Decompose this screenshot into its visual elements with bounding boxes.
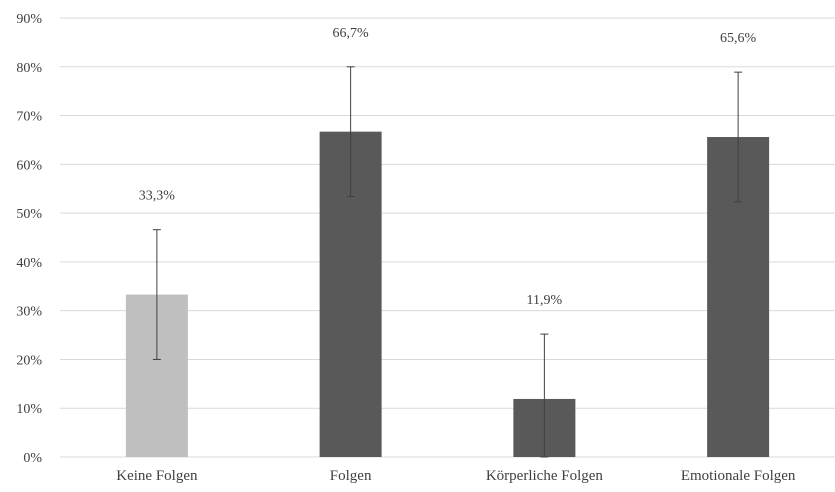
y-tick-label: 10% bbox=[16, 402, 42, 417]
data-label: 66,7% bbox=[333, 26, 370, 41]
y-tick-label: 50% bbox=[16, 207, 42, 222]
y-tick-label: 0% bbox=[23, 451, 42, 466]
x-category-label: Keine Folgen bbox=[116, 468, 198, 484]
y-tick-label: 20% bbox=[16, 353, 42, 368]
data-label: 33,3% bbox=[139, 189, 176, 204]
y-tick-label: 70% bbox=[16, 110, 42, 125]
error-bar bbox=[152, 229, 161, 360]
x-category-label: Körperliche Folgen bbox=[486, 468, 604, 484]
error-bar bbox=[540, 333, 549, 458]
error-bar bbox=[734, 71, 743, 203]
x-axis-category-labels: Keine Folgen Folgen Körperliche Folgen Emot… bbox=[116, 468, 796, 484]
x-category-label: Emotionale Folgen bbox=[681, 468, 796, 484]
y-tick-label: 80% bbox=[16, 61, 42, 76]
gridlines bbox=[60, 17, 835, 458]
y-axis-tick-labels: 0% 10% 20% 30% 40% 50% 60% 70% 80% 90% bbox=[16, 12, 42, 466]
data-label: 11,9% bbox=[527, 293, 563, 308]
error-bar bbox=[346, 66, 355, 198]
data-label: 65,6% bbox=[720, 31, 757, 46]
y-tick-label: 90% bbox=[16, 12, 42, 27]
error-bars bbox=[152, 66, 743, 458]
x-category-label: Folgen bbox=[330, 468, 372, 484]
y-tick-label: 40% bbox=[16, 256, 42, 271]
data-labels: 33,3% 66,7% 11,9% 65,6% bbox=[139, 26, 757, 308]
y-tick-label: 60% bbox=[16, 158, 42, 173]
y-tick-label: 30% bbox=[16, 305, 42, 320]
